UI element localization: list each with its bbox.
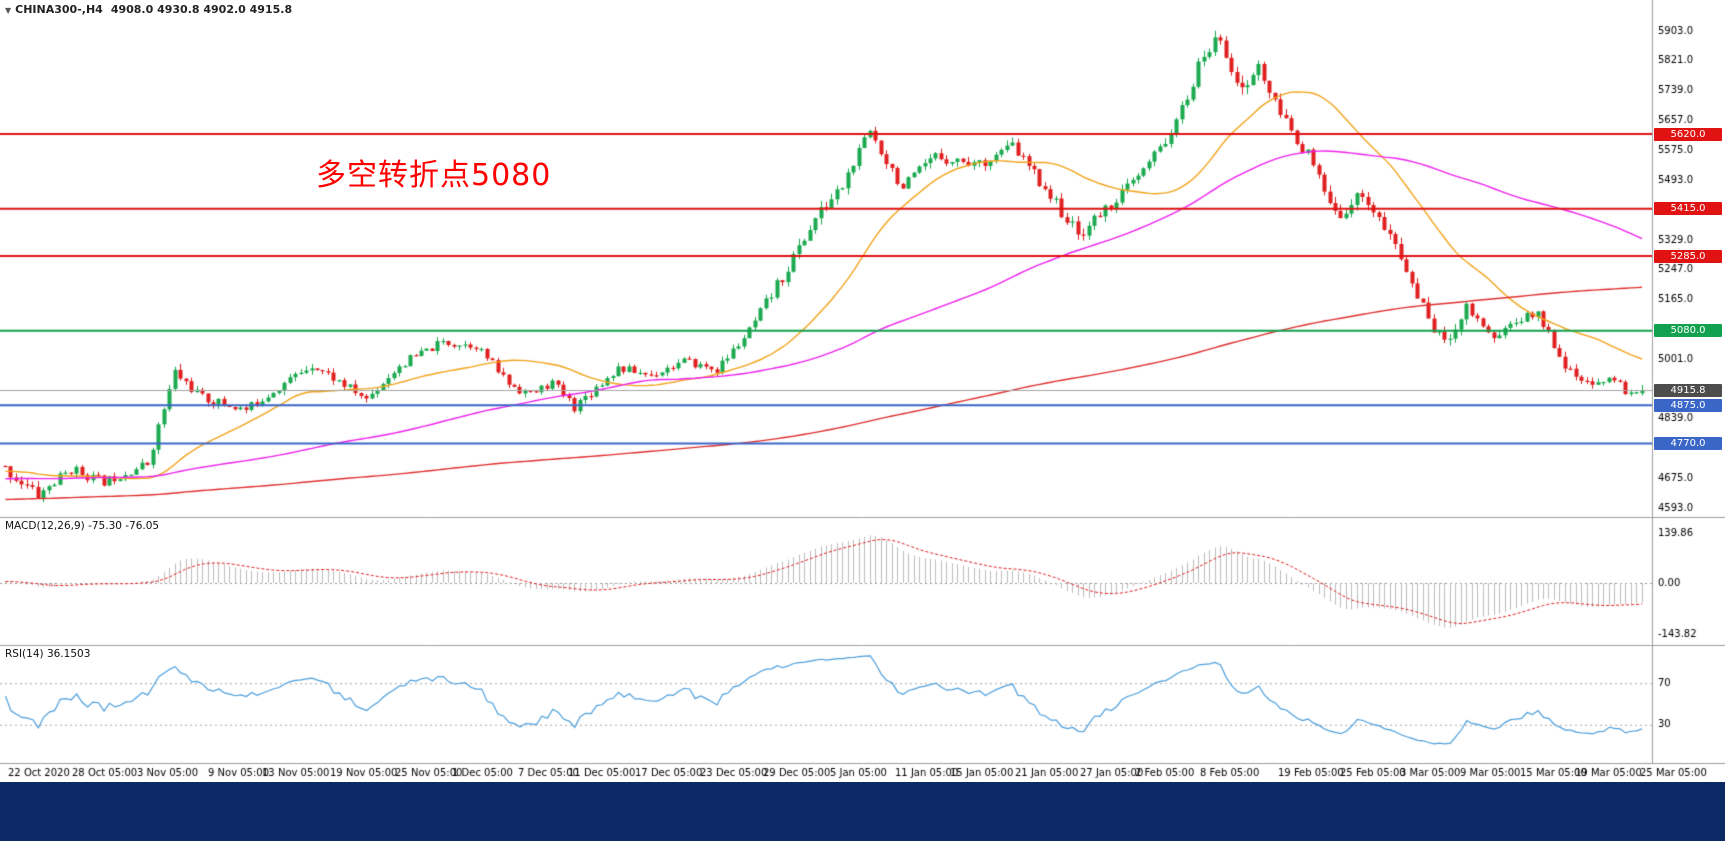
bottom-taskbar <box>0 782 1725 841</box>
